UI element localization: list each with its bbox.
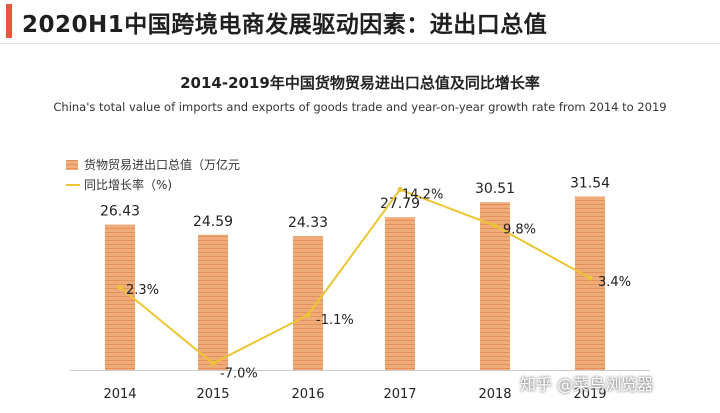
title-accent-bar xyxy=(6,4,12,38)
bar-2015 xyxy=(198,234,228,370)
bar-value-label-2016: 24.33 xyxy=(288,215,328,231)
chart-title: 2014-2019年中国货物贸易进出口总值及同比增长率 xyxy=(180,74,540,92)
growth-label-2017: 14.2% xyxy=(402,188,443,203)
x-tick-label-2015: 2015 xyxy=(196,387,229,402)
bar-value-label-2018: 30.51 xyxy=(475,181,515,197)
growth-point-2016 xyxy=(305,312,311,318)
growth-point-2018 xyxy=(492,223,498,229)
legend-line-label: 同比增长率（%) xyxy=(84,177,172,192)
growth-point-2014 xyxy=(117,284,123,290)
growth-label-2016: -1.1% xyxy=(316,313,354,328)
growth-point-2017 xyxy=(397,187,403,193)
growth-point-2019 xyxy=(587,275,593,281)
x-tick-label-2016: 2016 xyxy=(291,387,324,402)
growth-label-2019: 3.4% xyxy=(598,275,631,290)
x-tick-label-2014: 2014 xyxy=(103,387,136,402)
page-header: 2020H1中国跨境电商发展驱动因素：进出口总值 xyxy=(0,0,720,44)
bar-2014 xyxy=(105,224,135,370)
header-divider xyxy=(0,43,720,44)
legend-bar-swatch xyxy=(66,160,78,170)
chart-subtitle: China's total value of imports and expor… xyxy=(53,100,667,114)
watermark: 知乎 @菜鸟浏览器 xyxy=(520,375,654,394)
x-tick-label-2018: 2018 xyxy=(478,387,511,402)
bar-value-label-2019: 31.54 xyxy=(570,176,610,192)
growth-label-2018: 9.8% xyxy=(503,223,536,238)
x-tick-label-2019: 2019 xyxy=(573,387,606,402)
bar-value-label-2014: 26.43 xyxy=(100,204,140,220)
growth-label-2015: -7.0% xyxy=(220,366,258,381)
legend-bar-label: 货物贸易进出口总值（万亿元 xyxy=(84,157,240,172)
growth-point-2015 xyxy=(210,360,216,366)
bar-2017 xyxy=(385,217,415,370)
growth-rate-line xyxy=(119,188,591,365)
page-title: 2020H1中国跨境电商发展驱动因素：进出口总值 xyxy=(22,12,548,38)
bar-2019 xyxy=(575,196,605,370)
bar-value-label-2015: 24.59 xyxy=(193,214,233,230)
bar-value-label-2017: 27.79 xyxy=(380,196,420,212)
growth-label-2014: 2.3% xyxy=(126,283,159,298)
bar-2016 xyxy=(293,236,323,370)
x-tick-label-2017: 2017 xyxy=(383,387,416,402)
